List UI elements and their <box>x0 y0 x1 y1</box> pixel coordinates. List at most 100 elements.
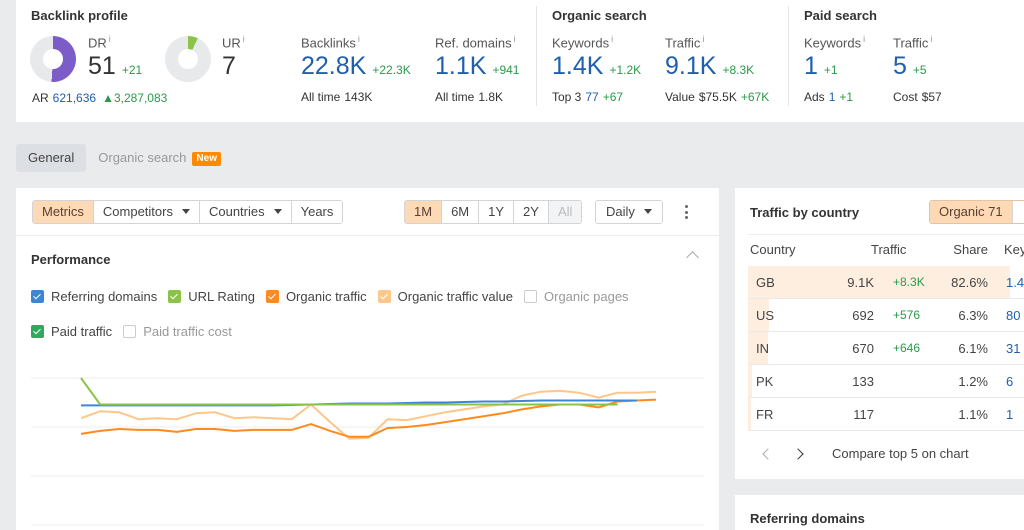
info-icon[interactable]: i <box>108 34 111 44</box>
interval-select[interactable]: Daily <box>596 201 662 223</box>
organic-traffic-value[interactable]: 9.1K <box>665 52 717 81</box>
interval-dropdown[interactable]: Daily <box>595 200 663 224</box>
compare-top5-link[interactable]: Compare top 5 on chart <box>832 446 969 461</box>
country-keywords[interactable]: 6 <box>1006 374 1014 389</box>
paid-search-title: Paid search <box>804 8 877 23</box>
info-icon[interactable]: i <box>513 34 516 44</box>
column-header-country[interactable]: Country <box>750 242 796 257</box>
checkbox-paid-traffic[interactable]: Paid traffic <box>31 324 112 339</box>
competitors-dropdown[interactable]: Competitors <box>93 201 200 223</box>
organic-keywords-delta: +1.2K <box>609 63 642 78</box>
years-button[interactable]: Years <box>291 201 343 223</box>
performance-line-chart[interactable] <box>31 373 706 530</box>
organic-tab-label[interactable]: Organic 71 <box>930 201 1013 223</box>
country-share: 82.6% <box>951 275 988 290</box>
column-header-keywords[interactable]: Key <box>1004 242 1024 257</box>
country-traffic: 692 <box>852 308 874 323</box>
share-bar <box>748 332 768 364</box>
info-icon[interactable]: i <box>930 34 933 44</box>
ar-value: 621,636 <box>52 91 97 105</box>
view-button-group: Metrics Competitors Countries Years <box>32 200 344 224</box>
checkbox-organic-traffic[interactable]: Organic traffic <box>265 289 367 304</box>
table-row[interactable]: US 692 +576 6.3% 80 <box>748 299 1024 332</box>
info-icon[interactable]: i <box>357 34 360 44</box>
country-keywords[interactable]: 1 <box>1006 407 1014 422</box>
paid-traffic-delta: +5 <box>912 63 927 78</box>
country-keywords[interactable]: 31 <box>1006 341 1021 356</box>
collapse-chevron-icon[interactable] <box>686 251 699 264</box>
section-tabs: General Organic search New <box>16 144 233 172</box>
backlinks-metric: Backlinks i 22.8K +22.3K All time 143K <box>301 34 411 104</box>
info-icon[interactable]: i <box>242 34 245 44</box>
country-table: Country Traffic Share Key GB 9.1K +8.3K 82.… <box>748 234 1024 431</box>
checkbox-paid-traffic-cost[interactable]: Paid traffic cost <box>123 324 232 339</box>
range-1m-button[interactable]: 1M <box>405 201 443 223</box>
range-6m-button[interactable]: 6M <box>442 201 480 223</box>
paid-tab-edge[interactable] <box>1012 201 1024 223</box>
ar-label: AR <box>32 91 49 105</box>
info-icon[interactable]: i <box>702 34 705 44</box>
toolbar-divider <box>16 235 719 236</box>
more-options-icon[interactable] <box>685 205 689 219</box>
country-keywords[interactable]: 1.4 <box>1006 275 1024 290</box>
section-divider <box>536 6 537 106</box>
organic-keywords-value[interactable]: 1.4K <box>552 52 604 81</box>
column-header-share[interactable]: Share <box>953 242 988 257</box>
range-1y-button[interactable]: 1Y <box>479 201 515 223</box>
country-traffic-delta: +646 <box>893 341 921 355</box>
countries-dropdown[interactable]: Countries <box>199 201 292 223</box>
checkbox-icon <box>377 290 391 303</box>
country-traffic-delta: +8.3K <box>893 275 925 289</box>
country-traffic-delta: +576 <box>893 308 921 322</box>
new-badge: New <box>192 152 221 166</box>
range-all-button[interactable]: All <box>548 201 582 223</box>
country-code: GB <box>756 275 775 290</box>
divider <box>748 234 1024 235</box>
paid-traffic-value[interactable]: 5 <box>893 52 907 81</box>
share-bar <box>748 398 752 430</box>
metrics-button[interactable]: Metrics <box>33 201 94 223</box>
referring-domains-title: Referring domains <box>750 511 865 526</box>
tab-organic-search[interactable]: Organic search New <box>86 144 233 172</box>
column-header-traffic[interactable]: Traffic <box>871 242 907 257</box>
country-code: PK <box>756 374 774 389</box>
chevron-right-icon[interactable] <box>792 447 804 460</box>
backlinks-all-time: 143K <box>344 90 373 105</box>
paid-keywords-metric: Keywords i 1 +1 Ads 1 +1 <box>804 34 865 104</box>
info-icon[interactable]: i <box>611 34 614 44</box>
ads-delta: +1 <box>839 90 854 105</box>
backlinks-value[interactable]: 22.8K <box>301 52 367 81</box>
ref-domains-sub-label: All time <box>435 90 475 105</box>
traffic-by-country-title: Traffic by country <box>750 205 860 220</box>
chart-gridlines <box>31 377 704 526</box>
table-row[interactable]: GB 9.1K +8.3K 82.6% 1.4 <box>748 266 1024 299</box>
checkbox-icon <box>31 290 44 303</box>
country-keywords[interactable]: 80 <box>1006 308 1021 323</box>
top3-value[interactable]: 77 <box>585 90 599 105</box>
checkbox-organic-pages[interactable]: Organic pages <box>524 289 629 304</box>
caret-down-icon <box>181 209 190 214</box>
chevron-left-icon[interactable] <box>762 447 774 460</box>
country-code: IN <box>756 341 769 356</box>
checkbox-url-rating[interactable]: URL Rating <box>168 289 255 304</box>
country-code: US <box>756 308 775 323</box>
series-line <box>80 377 618 406</box>
info-icon[interactable]: i <box>863 34 866 44</box>
competitors-label: Competitors <box>102 204 173 219</box>
checkbox-referring-domains[interactable]: Referring domains <box>31 289 157 304</box>
table-row[interactable]: FR 117 1.1% 1 <box>748 398 1024 431</box>
table-row[interactable]: IN 670 +646 6.1% 31 <box>748 332 1024 365</box>
ads-value[interactable]: 1 <box>828 90 836 105</box>
paid-keywords-value[interactable]: 1 <box>804 52 818 81</box>
checkbox-organic-traffic-value[interactable]: Organic traffic value <box>377 289 513 304</box>
range-2y-button[interactable]: 2Y <box>514 201 549 223</box>
section-divider <box>788 6 789 106</box>
organic-traffic-tab[interactable]: Organic 71 <box>929 200 1024 224</box>
tab-general[interactable]: General <box>16 144 87 172</box>
ref-domains-value[interactable]: 1.1K <box>435 52 487 81</box>
country-traffic: 670 <box>852 341 874 356</box>
tab-organic-search-label: Organic search <box>98 150 187 165</box>
organic-search-title: Organic search <box>552 8 647 23</box>
table-row[interactable]: PK 133 1.2% 6 <box>748 365 1024 398</box>
caret-down-icon <box>643 209 652 214</box>
